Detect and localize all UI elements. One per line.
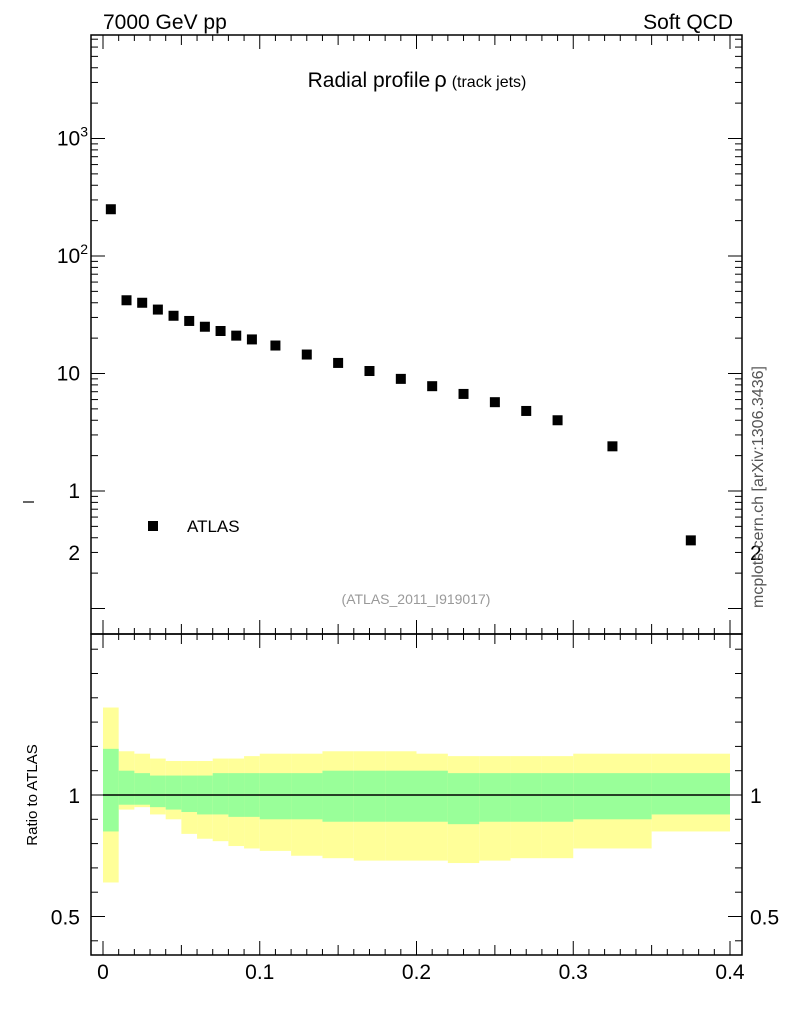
band-inner-bin [416,770,448,822]
chart-title-suffix: (track jets) [452,74,527,91]
header-left: 7000 GeV pp [103,11,227,34]
data-point [231,330,242,341]
data-point [395,373,406,384]
main-panel-frame [90,34,743,635]
legend-marker [148,521,158,531]
ratio-axis-label: Ratio to ATLAS [24,744,41,845]
y-tick-label-exponent: 3 [80,124,88,140]
band-inner-bin [181,775,198,813]
band-inner-bin [651,773,730,815]
band-inner-bin [541,773,574,822]
data-point [458,388,469,399]
data-point [270,340,281,351]
data-point [168,310,179,321]
data-point [137,297,148,308]
ratio-y-tick-label-right: 2 [750,542,762,565]
band-inner-bin [103,748,119,832]
ratio-y-tick-label-right: 0.5 [750,907,779,930]
band-inner-bin [385,770,417,822]
data-point [607,441,618,452]
band-inner-bin [150,775,166,808]
data-point [333,357,344,368]
y-tick-label: 103 [57,124,88,151]
chart-title-main: Radial profile [308,69,431,92]
y-tick-label-base: 10 [57,128,80,151]
data-point [152,304,163,315]
x-tick-label: 0 [97,961,109,984]
x-tick-label: 0.4 [715,961,745,984]
band-inner-bin [212,773,229,815]
data-point [552,415,563,426]
data-point [685,535,696,546]
chart-title-symbol: ρ [434,67,447,92]
data-markers [105,204,696,546]
band-inner-bin [510,773,542,822]
y-tick-label-base: 1 [68,480,80,503]
ratio-y-tick-label-right: 1 [750,785,762,808]
x-tick-label: 0.1 [245,961,274,984]
band-inner-bin [118,770,135,805]
ratio-y-tick-label: 0.5 [51,907,80,930]
y-tick-label-exponent: 2 [80,241,88,257]
x-tick-label: 0.3 [559,961,588,984]
side-label: mcplots.cern.ch [arXiv:1306.3436] [750,366,767,608]
ratio-y-tick-label: 1 [68,785,80,808]
y-tick-label: 1 [68,480,80,503]
chart-title: Radial profile ρ (track jets) [308,67,527,92]
header-right: Soft QCD [643,11,733,34]
band-inner-bin [479,773,511,822]
band-inner-bin [165,775,182,810]
ratio-y-tick-label: 2 [68,542,80,565]
x-tick-label: 0.2 [402,961,431,984]
data-point [246,334,257,345]
data-point [121,295,132,306]
band-inner-bin [353,770,386,822]
band-inner-bin [259,773,292,820]
analysis-id: (ATLAS_2011_I919017) [342,591,491,607]
y-tick-label-base: 10 [57,363,80,386]
data-point [184,315,195,326]
data-point [427,381,438,392]
band-inner-bin [573,773,652,820]
data-point [301,349,312,360]
data-point [215,325,226,336]
band-inner-bin [322,770,354,822]
y-tick-label: 102 [57,241,88,268]
band-inner-bin [134,773,151,805]
y-tick-label: 10 [57,363,80,386]
band-inner-bin [447,773,480,825]
ratio-bands [103,707,730,883]
data-point [521,405,532,416]
data-point [364,366,375,377]
data-point [489,397,500,408]
legend-label: ATLAS [187,517,240,536]
data-point [105,204,116,215]
y-tick-label-base: 10 [57,245,80,268]
band-inner-bin [291,773,323,820]
axis-ticks [91,35,742,955]
data-point [199,321,210,332]
